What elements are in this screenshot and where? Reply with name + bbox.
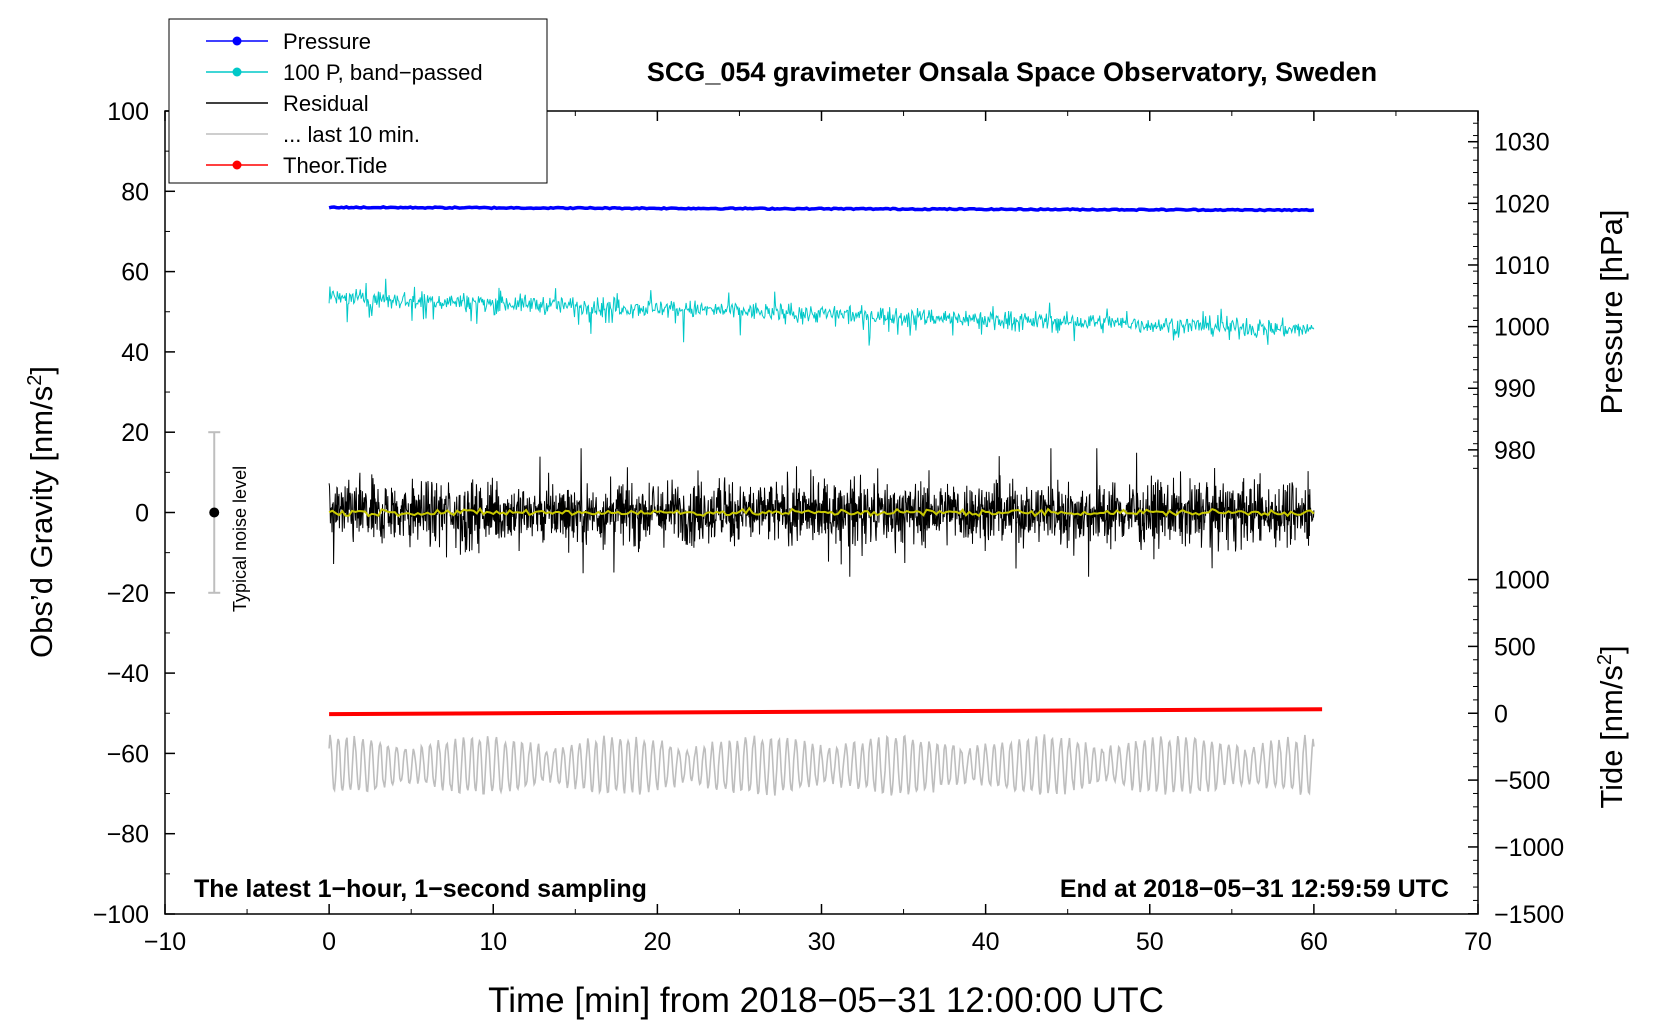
noise-bar-dot xyxy=(209,507,220,518)
legend-label: Residual xyxy=(283,91,369,116)
x-axis-ticks: −10 0 10 20 30 40 50 60 70 xyxy=(144,111,1492,956)
tide-axis-label: Tide [nm/s2] xyxy=(1594,645,1629,808)
legend: Pressure 100 P, band−passed Residual ... la… xyxy=(168,18,548,184)
tide-tick-label: 500 xyxy=(1494,633,1536,661)
legend-label: Theor.Tide xyxy=(283,153,387,178)
legend-label: 100 P, band−passed xyxy=(283,60,483,85)
tide-tick-label: −1000 xyxy=(1494,834,1564,862)
legend-label: Pressure xyxy=(283,29,371,54)
x-tick-label: 60 xyxy=(1300,928,1328,956)
pressure-tick-label: 1000 xyxy=(1494,314,1550,342)
x-tick-label: 0 xyxy=(322,928,336,956)
series-layer xyxy=(328,205,1323,796)
y-tick-label: 100 xyxy=(107,98,149,126)
noise-label: Typical noise level xyxy=(230,466,250,612)
legend-marker xyxy=(232,67,242,77)
chart-title: SCG_054 gravimeter Onsala Space Observat… xyxy=(647,57,1377,87)
tide-tick-label: 0 xyxy=(1494,700,1508,728)
y-tick-label: 20 xyxy=(121,419,149,447)
series-theor-tide xyxy=(329,707,1323,717)
legend-marker xyxy=(232,36,242,46)
x-tick-label: −10 xyxy=(144,928,186,956)
legend-marker xyxy=(232,160,242,170)
pressure-tick-label: 1010 xyxy=(1494,252,1550,280)
annotation-left: The latest 1−hour, 1−second sampling xyxy=(194,875,647,903)
y-tick-label: −80 xyxy=(107,821,149,849)
y-tick-label: −20 xyxy=(107,580,149,608)
legend-box xyxy=(168,18,548,184)
legend-label: ... last 10 min. xyxy=(283,122,420,147)
x-tick-label: 10 xyxy=(479,928,507,956)
series-residual-smoothed xyxy=(328,506,1315,518)
pressure-axis-label: Pressure [hPa] xyxy=(1594,209,1629,414)
tide-tick-label: 1000 xyxy=(1494,567,1550,595)
x-tick-label: 20 xyxy=(643,928,671,956)
pressure-tick-label: 1030 xyxy=(1494,129,1550,157)
x-tick-label: 50 xyxy=(1136,928,1164,956)
pressure-tick-label: 990 xyxy=(1494,375,1536,403)
y-tick-label: 0 xyxy=(135,500,149,528)
y-tick-label: 80 xyxy=(121,178,149,206)
noise-bar xyxy=(208,431,221,594)
series-residual xyxy=(328,448,1315,577)
annotation-right: End at 2018−05−31 12:59:59 UTC xyxy=(1060,875,1449,903)
pressure-tick-label: 1020 xyxy=(1494,190,1550,218)
y-tick-label: −100 xyxy=(93,901,149,929)
y-axis-ticks: −100 −80 −60 −40 −20 0 20 40 60 80 100 xyxy=(93,98,175,929)
y-tick-label: −60 xyxy=(107,740,149,768)
x-tick-label: 70 xyxy=(1464,928,1492,956)
y-tick-label: 40 xyxy=(121,339,149,367)
series-last-10-min xyxy=(328,734,1315,796)
y-tick-label: −40 xyxy=(107,660,149,688)
series-pressure-bandpassed xyxy=(328,278,1315,346)
x-tick-label: 40 xyxy=(972,928,1000,956)
y-axis-label: Obs’d Gravity [nm/s2] xyxy=(24,366,59,658)
pressure-tick-label: 980 xyxy=(1494,437,1536,465)
series-pressure xyxy=(328,205,1315,213)
tide-axis-ticks: 1000 500 0 −500 −1000 −1500 xyxy=(1468,567,1564,929)
x-tick-label: 30 xyxy=(808,928,836,956)
tide-tick-label: −1500 xyxy=(1494,901,1564,929)
x-axis-label: Time [min] from 2018−05−31 12:00:00 UTC xyxy=(488,981,1164,1020)
y-tick-label: 60 xyxy=(121,259,149,287)
pressure-axis-ticks: 1030 1020 1010 1000 990 980 xyxy=(1468,122,1550,469)
tide-tick-label: −500 xyxy=(1494,767,1550,795)
